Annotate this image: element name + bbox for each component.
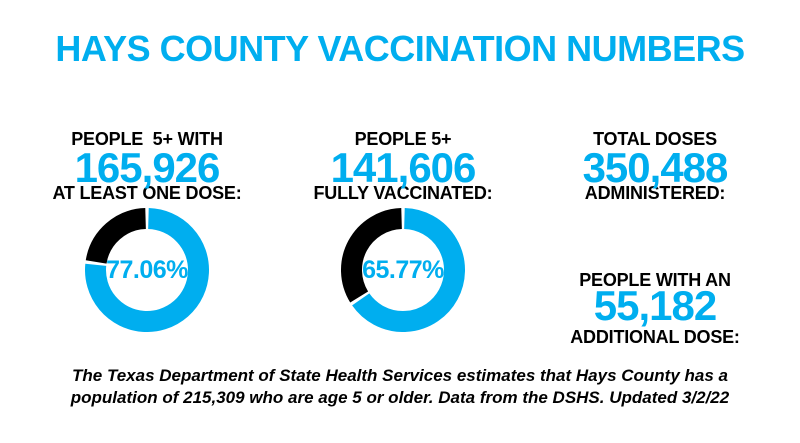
stat-total-doses-label: TOTAL DOSES ADMINISTERED:: [535, 94, 775, 238]
one-dose-percent-label: 77.06%: [106, 255, 188, 284]
stat-additional-dose-value: 55,182: [593, 282, 717, 329]
stat-fully-vaccinated-value: 141,606: [330, 144, 477, 191]
footnote-line2: population of 215,309 who are age 5 or o…: [70, 388, 730, 407]
stat-one-dose-label: PEOPLE 5+ WITH AT LEAST ONE DOSE:: [27, 94, 267, 238]
footnote-line1: The Texas Department of State Health Ser…: [72, 366, 728, 385]
stat-additional-dose-label-line2: ADDITIONAL DOSE:: [570, 327, 740, 347]
page-title: HAYS COUNTY VACCINATION NUMBERS: [55, 28, 745, 69]
stat-total-doses-label-line2: ADMINISTERED:: [584, 183, 726, 203]
stat-one-dose-label-line1: PEOPLE 5+ WITH: [71, 129, 223, 149]
stat-total-doses-value: 350,488: [582, 144, 729, 191]
stat-fully-vaccinated-label: PEOPLE 5+ FULLY VACCINATED:: [283, 94, 523, 238]
one-dose-donut-chart: 77.06%: [85, 208, 209, 332]
stat-additional-dose-label: PEOPLE WITH AN ADDITIONAL DOSE:: [535, 233, 775, 385]
stat-fully-vaccinated-label-line2: FULLY VACCINATED:: [313, 183, 493, 203]
fully-vaccinated-donut-chart: 65.77%: [341, 208, 465, 332]
footnote: The Texas Department of State Health Ser…: [20, 365, 780, 409]
stat-total-doses-label-line1: TOTAL DOSES: [593, 129, 717, 149]
stat-one-dose-label-line2: AT LEAST ONE DOSE:: [52, 183, 242, 203]
stat-additional-dose-label-line1: PEOPLE WITH AN: [579, 270, 731, 290]
fully-vaccinated-percent-label: 65.77%: [362, 255, 444, 284]
stat-one-dose-value: 165,926: [74, 144, 221, 191]
stat-fully-vaccinated-label-line1: PEOPLE 5+: [354, 129, 452, 149]
